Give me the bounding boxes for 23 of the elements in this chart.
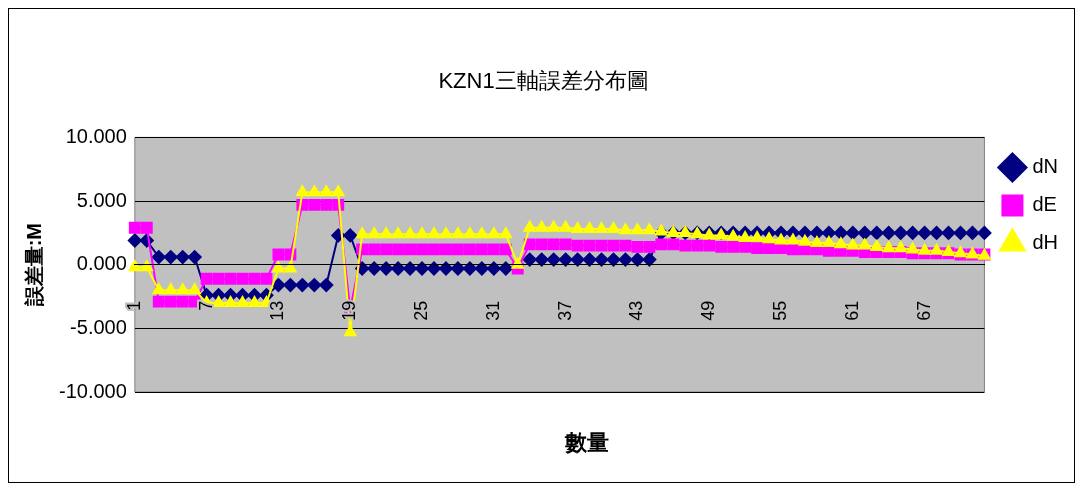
x-tick-label: 25: [410, 300, 431, 321]
legend-label: dH: [1032, 231, 1059, 254]
x-tick-label: 1: [123, 300, 144, 311]
x-tick-label: 13: [267, 300, 288, 321]
y-tick-label: -10.000: [58, 379, 127, 402]
x-tick-label: 7: [195, 300, 216, 311]
x-tick-label: 31: [482, 300, 503, 321]
y-tick-label: 0.000: [76, 252, 127, 275]
y-tick-label: -5.000: [70, 315, 127, 338]
x-tick-label: 61: [841, 300, 862, 321]
y-axis-title: 誤差量:M: [22, 223, 45, 308]
legend-label: dN: [1032, 155, 1059, 178]
legend-label: dE: [1032, 193, 1057, 216]
x-tick-label: 67: [913, 300, 934, 321]
y-tick-label: 10.000: [65, 124, 127, 147]
chart-title: KZN1三軸誤差分布圖: [438, 68, 649, 94]
x-axis-title: 數量: [565, 429, 609, 457]
x-tick-label: 19: [339, 300, 360, 321]
x-tick-label: 43: [626, 300, 647, 321]
y-tick-label: 5.000: [76, 188, 127, 211]
x-tick-label: 55: [769, 300, 790, 321]
x-tick-label: 49: [698, 300, 719, 321]
x-tick-label: 37: [554, 300, 575, 321]
